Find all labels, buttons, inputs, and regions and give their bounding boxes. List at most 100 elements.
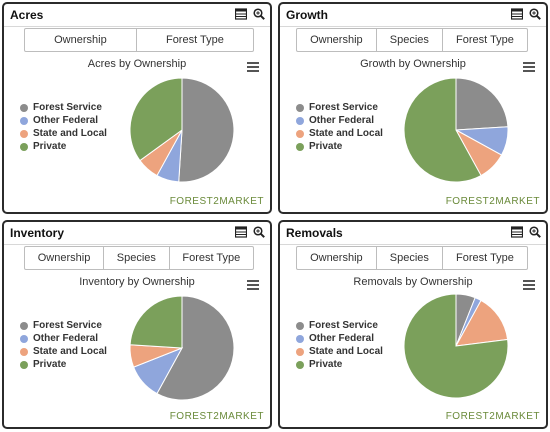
legend-item-forest-service[interactable]: Forest Service bbox=[20, 101, 107, 114]
tab-species[interactable]: Species bbox=[375, 247, 442, 269]
pie-slice-private[interactable] bbox=[403, 293, 509, 399]
chart-title: Growth by Ownership bbox=[360, 58, 466, 70]
tab-forest-type[interactable]: Forest Type bbox=[441, 29, 527, 51]
legend-item-forest-service[interactable]: Forest Service bbox=[296, 319, 383, 332]
panel-title: Inventory bbox=[10, 226, 65, 240]
table-icon[interactable] bbox=[234, 226, 247, 238]
legend-dot bbox=[20, 321, 28, 330]
panel-header: Acres bbox=[4, 4, 270, 27]
panel-title: Removals bbox=[286, 226, 343, 240]
legend-label: State and Local bbox=[309, 128, 383, 139]
legend-dot bbox=[296, 347, 304, 356]
growth-pie-chart bbox=[403, 77, 509, 183]
chart-legend: Forest Service Other Federal State and L… bbox=[20, 319, 107, 371]
legend-item-state-and-local[interactable]: State and Local bbox=[296, 127, 383, 140]
pie-slice-state-and-local[interactable] bbox=[455, 299, 509, 347]
zoom-icon[interactable] bbox=[529, 8, 541, 20]
legend-dot bbox=[296, 142, 304, 151]
legend-item-state-and-local[interactable]: State and Local bbox=[20, 345, 107, 358]
legend-label: Private bbox=[309, 141, 343, 152]
legend-dot bbox=[20, 334, 28, 343]
legend-label: Other Federal bbox=[33, 333, 99, 344]
table-icon[interactable] bbox=[510, 8, 523, 20]
legend-dot bbox=[296, 360, 304, 369]
legend-label: Private bbox=[309, 359, 343, 370]
pie-slice-private[interactable] bbox=[129, 77, 183, 162]
legend-label: Private bbox=[33, 141, 67, 152]
forest2market-logo: FOREST2MARKET bbox=[169, 196, 264, 207]
legend-label: Forest Service bbox=[309, 102, 378, 113]
legend-item-private[interactable]: Private bbox=[20, 140, 107, 153]
legend-label: Forest Service bbox=[33, 320, 102, 331]
legend-label: Other Federal bbox=[309, 333, 375, 344]
legend-item-other-federal[interactable]: Other Federal bbox=[20, 114, 107, 127]
legend-item-other-federal[interactable]: Other Federal bbox=[296, 332, 383, 345]
legend-item-state-and-local[interactable]: State and Local bbox=[296, 345, 383, 358]
chart-menu-icon[interactable] bbox=[247, 280, 259, 292]
legend-item-forest-service[interactable]: Forest Service bbox=[20, 319, 107, 332]
chart-title: Acres by Ownership bbox=[87, 58, 187, 70]
zoom-icon[interactable] bbox=[529, 226, 541, 238]
legend-dot bbox=[20, 129, 28, 138]
legend-dot bbox=[20, 360, 28, 369]
pie-slice-forest-service[interactable] bbox=[178, 77, 235, 183]
chart-menu-icon[interactable] bbox=[523, 280, 535, 292]
legend-label: State and Local bbox=[309, 346, 383, 357]
legend-item-state-and-local[interactable]: State and Local bbox=[20, 127, 107, 140]
legend-item-forest-service[interactable]: Forest Service bbox=[296, 101, 383, 114]
pie-slice-private[interactable] bbox=[403, 77, 482, 183]
legend-dot bbox=[296, 116, 304, 125]
legend-dot bbox=[20, 347, 28, 356]
legend-label: Forest Service bbox=[309, 320, 378, 331]
removals-pie-chart bbox=[403, 293, 509, 399]
legend-label: Forest Service bbox=[33, 102, 102, 113]
legend-item-private[interactable]: Private bbox=[296, 358, 383, 371]
legend-item-other-federal[interactable]: Other Federal bbox=[296, 114, 383, 127]
tab-forest-type[interactable]: Forest Type bbox=[168, 247, 253, 269]
legend-dot bbox=[20, 142, 28, 151]
chart-menu-icon[interactable] bbox=[523, 62, 535, 74]
pie-slice-forest-service[interactable] bbox=[156, 295, 235, 401]
inventory-panel: Inventory Ownership Species Forest Type … bbox=[2, 220, 272, 429]
forest2market-logo: FOREST2MARKET bbox=[445, 411, 540, 422]
legend-label: Other Federal bbox=[33, 115, 99, 126]
chart-menu-icon[interactable] bbox=[247, 62, 259, 74]
panel-header: Removals bbox=[280, 222, 546, 245]
forest2market-logo: FOREST2MARKET bbox=[169, 411, 264, 422]
tab-forest-type[interactable]: Forest Type bbox=[135, 29, 253, 51]
legend-label: Other Federal bbox=[309, 115, 375, 126]
panel-header: Inventory bbox=[4, 222, 270, 245]
inventory-tabs: Ownership Species Forest Type bbox=[24, 246, 254, 270]
legend-dot bbox=[296, 129, 304, 138]
panel-title: Growth bbox=[286, 8, 328, 22]
tab-species[interactable]: Species bbox=[375, 29, 442, 51]
acres-tabs: Ownership Forest Type bbox=[24, 28, 254, 52]
tab-ownership[interactable]: Ownership bbox=[54, 34, 107, 46]
acres-panel: Acres Ownership Forest Type Acres by Own… bbox=[2, 2, 272, 214]
tab-ownership[interactable]: Ownership bbox=[37, 252, 91, 264]
panel-header: Growth bbox=[280, 4, 546, 27]
legend-label: State and Local bbox=[33, 128, 107, 139]
zoom-icon[interactable] bbox=[253, 226, 265, 238]
tab-forest-type[interactable]: Forest Type bbox=[441, 247, 527, 269]
removals-tabs: Ownership Species Forest Type bbox=[296, 246, 528, 270]
tab-ownership[interactable]: Ownership bbox=[310, 252, 363, 264]
chart-title: Inventory by Ownership bbox=[79, 276, 195, 288]
table-icon[interactable] bbox=[234, 8, 247, 20]
forest2market-logo: FOREST2MARKET bbox=[445, 196, 540, 207]
growth-panel: Growth Ownership Species Forest Type Gro… bbox=[278, 2, 548, 214]
tab-ownership[interactable]: Ownership bbox=[310, 34, 363, 46]
table-icon[interactable] bbox=[510, 226, 523, 238]
removals-panel: Removals Ownership Species Forest Type R… bbox=[278, 220, 548, 429]
pie-slice-private[interactable] bbox=[129, 295, 183, 349]
pie-slice-forest-service[interactable] bbox=[455, 77, 509, 131]
zoom-icon[interactable] bbox=[253, 8, 265, 20]
tab-species[interactable]: Species bbox=[103, 247, 169, 269]
panel-title: Acres bbox=[10, 8, 44, 22]
legend-dot bbox=[20, 116, 28, 125]
legend-item-other-federal[interactable]: Other Federal bbox=[20, 332, 107, 345]
legend-item-private[interactable]: Private bbox=[20, 358, 107, 371]
legend-item-private[interactable]: Private bbox=[296, 140, 383, 153]
legend-label: Private bbox=[33, 359, 67, 370]
chart-legend: Forest Service Other Federal State and L… bbox=[296, 101, 383, 153]
